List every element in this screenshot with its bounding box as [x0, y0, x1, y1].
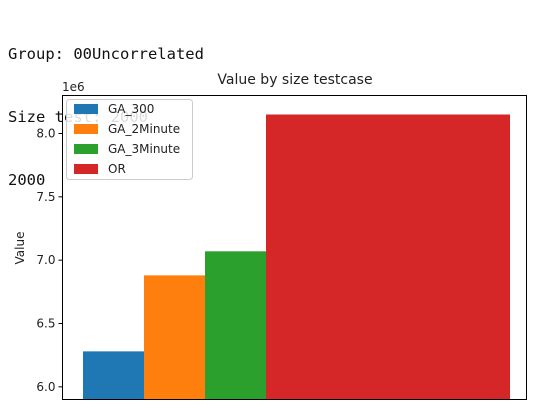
output-line-group: Group: 00Uncorrelated	[8, 45, 204, 63]
y-ticks-group: 6.0 6.5 7.0 7.5 8.0	[36, 127, 63, 394]
y-tick-label: 6.5	[36, 317, 55, 331]
bar-ga-2minute	[144, 275, 205, 400]
y-axis-label: Value	[13, 232, 27, 265]
bar-ga-300	[83, 351, 144, 400]
legend-swatch	[74, 104, 98, 114]
y-offset-label: 1e6	[62, 80, 85, 94]
legend-box	[66, 99, 193, 180]
legend-swatch	[74, 144, 98, 154]
legend-label: GA_300	[108, 102, 154, 116]
output-line-value: 2000	[8, 171, 46, 189]
y-tick-label: 7.5	[36, 190, 55, 204]
legend: GA_300 GA_2Minute GA_3Minute OR	[66, 99, 193, 180]
y-tick-label: 7.0	[36, 253, 55, 267]
legend-label: GA_2Minute	[108, 122, 180, 136]
legend-swatch	[74, 164, 98, 174]
y-tick-label: 6.0	[36, 380, 55, 394]
bar-ga-3minute	[205, 251, 266, 400]
legend-label: OR	[108, 162, 126, 176]
chart-title: Value by size testcase	[217, 72, 372, 88]
bars-group	[83, 114, 510, 400]
y-tick-label: 8.0	[36, 127, 55, 141]
legend-label: GA_3Minute	[108, 142, 180, 156]
plot-frame	[62, 95, 527, 400]
bar-or	[266, 114, 510, 400]
legend-swatch	[74, 124, 98, 134]
